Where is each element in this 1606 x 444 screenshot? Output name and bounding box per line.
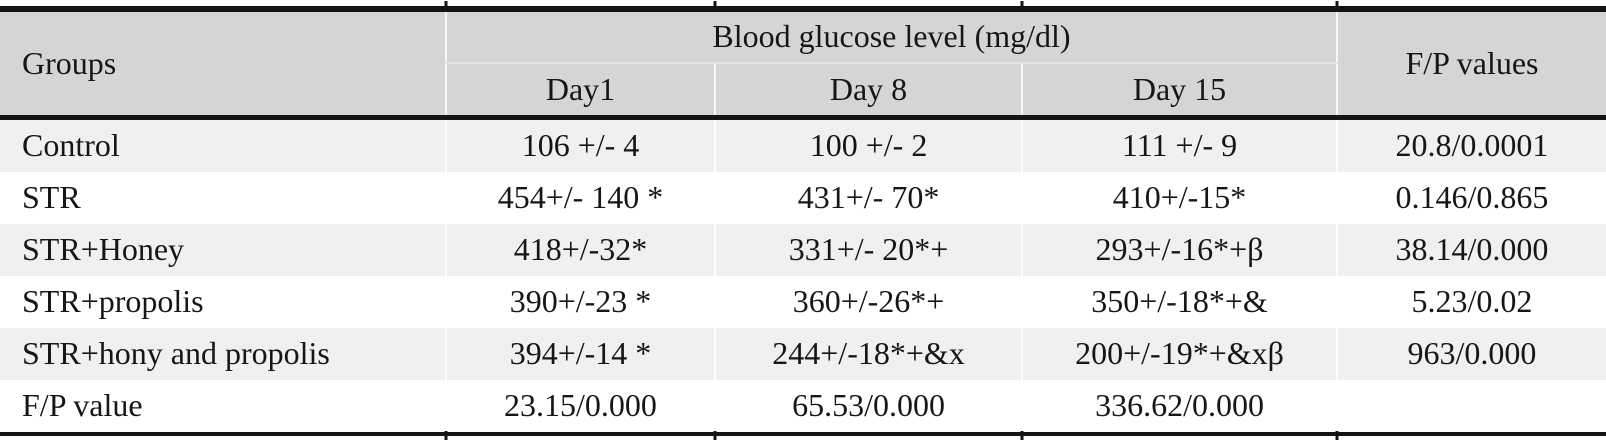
cell-day1: 106 +/- 4 (444, 117, 715, 172)
cell-day15: 336.62/0.000 (1021, 380, 1337, 434)
group-label: Control (0, 117, 446, 172)
cell-day15: 350+/-18*+& (1021, 276, 1337, 328)
group-label: STR (0, 172, 446, 224)
table-row-str-honey: STR+Honey 418+/-32* 331+/- 20*+ 293+/-16… (0, 224, 1606, 276)
column-rule-tick (444, 1, 448, 12)
group-label: STR+propolis (0, 276, 446, 328)
table-row-str-propolis: STR+propolis 390+/-23 * 360+/-26*+ 350+/… (0, 276, 1606, 328)
header-day15: Day 15 (1021, 63, 1337, 120)
table-row-fp-value: F/P value 23.15/0.000 65.53/0.000 336.62… (0, 380, 1606, 434)
table-row-control: Control 106 +/- 4 100 +/- 2 111 +/- 9 20… (0, 117, 1606, 172)
group-label: STR+Honey (0, 224, 446, 276)
cell-day15: 200+/-19*+&xβ (1021, 328, 1337, 380)
cell-day8: 331+/- 20*+ (713, 224, 1023, 276)
header-day1: Day1 (444, 63, 715, 120)
column-rule-tick (1020, 1, 1024, 12)
cell-fp: 20.8/0.0001 (1335, 117, 1606, 172)
cell-day8: 431+/- 70* (713, 172, 1023, 224)
column-rule-tick (713, 431, 717, 440)
group-label: F/P value (0, 380, 446, 434)
cell-fp: 0.146/0.865 (1335, 172, 1606, 224)
cell-fp: 5.23/0.02 (1335, 276, 1606, 328)
cell-day1: 394+/-14 * (444, 328, 715, 380)
header-blood-glucose-level: Blood glucose level (mg/dl) (444, 9, 1337, 64)
header-day8: Day 8 (713, 63, 1023, 120)
group-label: STR+hony and propolis (0, 328, 446, 380)
column-rule-tick (444, 431, 448, 440)
header-groups: Groups (0, 9, 446, 120)
cell-day8: 360+/-26*+ (713, 276, 1023, 328)
cell-day1: 23.15/0.000 (444, 380, 715, 434)
column-rule-tick (1020, 431, 1024, 440)
glucose-table: Groups Blood glucose level (mg/dl) F/P v… (0, 6, 1606, 436)
table-row-str-honey-and-propolis: STR+hony and propolis 394+/-14 * 244+/-1… (0, 328, 1606, 380)
cell-day8: 100 +/- 2 (713, 117, 1023, 172)
column-rule-tick (1335, 431, 1339, 440)
table-header: Groups Blood glucose level (mg/dl) F/P v… (0, 9, 1606, 120)
cell-day15: 111 +/- 9 (1021, 117, 1337, 172)
table-body: Control 106 +/- 4 100 +/- 2 111 +/- 9 20… (0, 117, 1606, 434)
table-row-str: STR 454+/- 140 * 431+/- 70* 410+/-15* 0.… (0, 172, 1606, 224)
cell-day1: 418+/-32* (444, 224, 715, 276)
cell-fp (1335, 380, 1606, 434)
cell-fp: 38.14/0.000 (1335, 224, 1606, 276)
header-fp-values: F/P values (1335, 9, 1606, 120)
cell-day8: 65.53/0.000 (713, 380, 1023, 434)
column-rule-tick (1335, 1, 1339, 12)
cell-day15: 293+/-16*+β (1021, 224, 1337, 276)
cell-day15: 410+/-15* (1021, 172, 1337, 224)
cell-day8: 244+/-18*+&x (713, 328, 1023, 380)
cell-day1: 390+/-23 * (444, 276, 715, 328)
cell-day1: 454+/- 140 * (444, 172, 715, 224)
cell-fp: 963/0.000 (1335, 328, 1606, 380)
column-rule-tick (713, 1, 717, 12)
